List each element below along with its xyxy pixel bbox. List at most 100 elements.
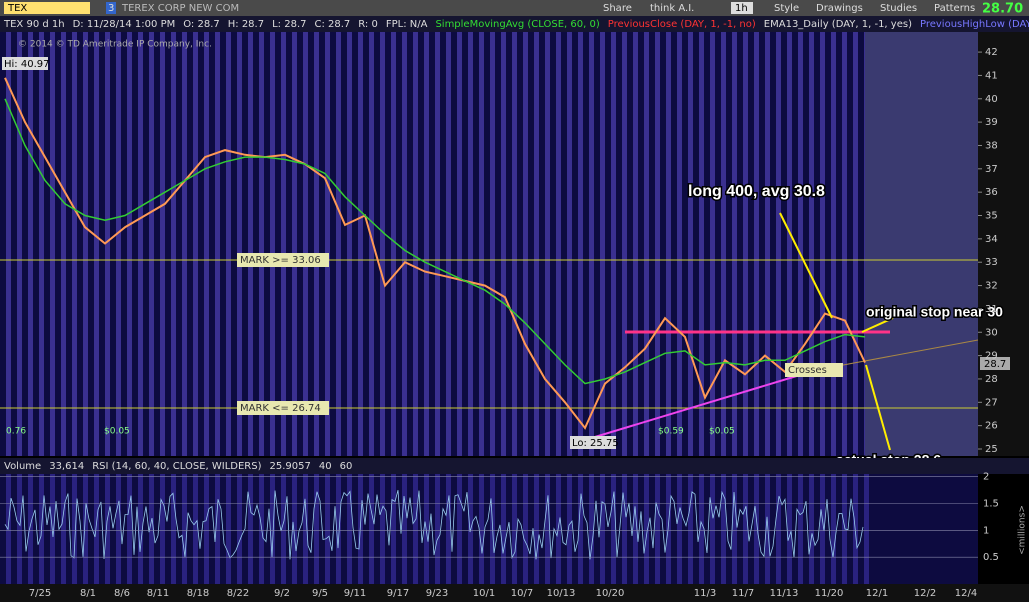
mark-low-box[interactable] — [237, 401, 329, 415]
price-label: 28.7 — [984, 359, 1006, 370]
unit-label: <millions> — [1018, 505, 1028, 555]
session-stripe — [116, 474, 121, 584]
session-stripe — [237, 474, 242, 584]
session-stripe — [798, 474, 803, 584]
future-area — [865, 32, 978, 456]
session-stripe — [446, 474, 451, 584]
x-tick-label: 11/7 — [732, 588, 754, 599]
x-tick-label: 8/1 — [80, 588, 96, 599]
share-button[interactable]: Share — [603, 3, 632, 14]
session-stripe — [556, 32, 561, 456]
y-tick-label: 36 — [985, 187, 998, 198]
info-item: C: 28.7 — [314, 19, 350, 30]
y-tick-label: 39 — [985, 117, 998, 128]
session-stripe — [380, 32, 385, 456]
session-stripe — [523, 474, 528, 584]
session-stripe — [479, 474, 484, 584]
session-stripe — [765, 474, 770, 584]
session-stripe — [567, 474, 572, 584]
x-tick-label: 9/17 — [387, 588, 409, 599]
x-tick-label: 9/11 — [344, 588, 366, 599]
link-box[interactable] — [106, 2, 116, 14]
session-stripe — [490, 32, 495, 456]
session-stripe — [820, 474, 825, 584]
session-stripe — [831, 32, 836, 456]
info-item: H: 28.7 — [228, 19, 264, 30]
study-label: SimpleMovingAvg (CLOSE, 60, 0) — [435, 19, 599, 30]
y-tick-label: 33 — [985, 257, 998, 268]
price-label-box — [980, 357, 1010, 370]
session-stripe — [182, 32, 187, 456]
mark-high-box[interactable] — [237, 253, 329, 267]
series-line — [4, 77, 866, 430]
session-stripe — [28, 32, 33, 456]
session-stripe — [204, 32, 209, 456]
session-stripe — [61, 474, 66, 584]
hi-label: Hi: 40.97 — [4, 59, 49, 70]
y-tick-label: 32 — [985, 281, 998, 292]
lower-item: 25.9057 — [270, 461, 311, 472]
session-stripe — [72, 474, 77, 584]
session-stripe — [743, 32, 748, 456]
session-stripe — [292, 32, 297, 456]
y-tick-label: 34 — [985, 234, 998, 245]
event: $0.05 — [104, 427, 130, 437]
x-tick-label: 11/3 — [694, 588, 716, 599]
session-stripe — [314, 474, 319, 584]
company: TEREX CORP NEW COM — [121, 3, 239, 14]
event: $0.59 — [658, 427, 684, 437]
session-stripe — [611, 32, 616, 456]
style-button[interactable]: Style — [774, 3, 799, 14]
lower-item: RSI (14, 60, 40, CLOSE, WILDERS) — [92, 461, 261, 472]
patterns-button[interactable]: Patterns — [934, 3, 975, 14]
x-tick-label: 8/18 — [187, 588, 209, 599]
x-tick-label: 7/25 — [29, 588, 51, 599]
y-tick-label: 42 — [985, 47, 998, 58]
session-stripe — [545, 474, 550, 584]
think-ai-button[interactable]: think A.I. — [650, 3, 694, 14]
session-stripe — [809, 474, 814, 584]
rsi-trace — [4, 489, 864, 560]
session-stripe — [776, 32, 781, 456]
session-stripe — [325, 32, 330, 456]
mark-low: MARK <= 26.74 — [240, 403, 321, 414]
session-stripe — [391, 474, 396, 584]
session-stripe — [732, 32, 737, 456]
session-stripe — [94, 32, 99, 456]
studies-button[interactable]: Studies — [880, 3, 917, 14]
session-stripe — [39, 32, 44, 456]
session-stripe — [248, 474, 253, 584]
info-item: FPL: N/A — [386, 19, 428, 30]
session-stripe — [424, 32, 429, 456]
crosses-box[interactable] — [785, 363, 843, 377]
session-stripe — [259, 32, 264, 456]
x-tick-label: 10/7 — [511, 588, 533, 599]
drawings-button[interactable]: Drawings — [816, 3, 863, 14]
y-tick-label: 25 — [985, 444, 998, 455]
session-stripe — [512, 32, 517, 456]
annotation: long 400, avg 30.8 — [688, 183, 825, 200]
x-tick-label: 12/1 — [866, 588, 888, 599]
session-stripe — [336, 474, 341, 584]
x-tick-label: 10/13 — [547, 588, 576, 599]
interval-box[interactable] — [731, 2, 753, 14]
session-stripe — [193, 32, 198, 456]
session-stripe — [270, 474, 275, 584]
session-stripe — [864, 474, 869, 584]
session-stripe — [754, 474, 759, 584]
x-tick-label: 11/20 — [815, 588, 844, 599]
y-tick-label: 0.5 — [983, 552, 999, 563]
session-stripe — [303, 32, 308, 456]
symbol: TEX — [7, 3, 27, 14]
session-stripe — [380, 474, 385, 584]
crosses: Crosses — [788, 365, 827, 376]
session-stripe — [512, 474, 517, 584]
session-stripe — [347, 32, 352, 456]
session-stripe — [17, 474, 22, 584]
x-tick-label: 10/20 — [596, 588, 625, 599]
session-stripe — [534, 32, 539, 456]
session-stripe — [391, 32, 396, 456]
session-stripe — [402, 32, 407, 456]
session-stripe — [842, 32, 847, 456]
symbol-box[interactable] — [4, 2, 90, 14]
